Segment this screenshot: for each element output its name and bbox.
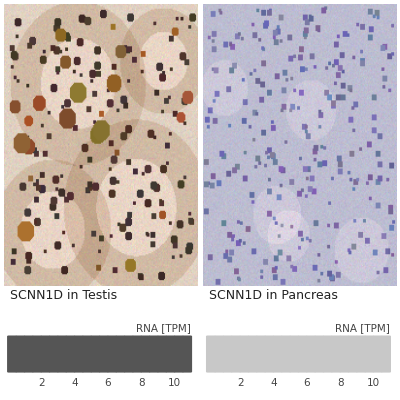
FancyBboxPatch shape	[314, 336, 324, 372]
FancyBboxPatch shape	[174, 336, 184, 372]
FancyBboxPatch shape	[182, 336, 192, 372]
FancyBboxPatch shape	[373, 336, 383, 372]
FancyBboxPatch shape	[248, 336, 258, 372]
FancyBboxPatch shape	[16, 336, 25, 372]
FancyBboxPatch shape	[124, 336, 134, 372]
Text: 2: 2	[237, 378, 244, 388]
FancyBboxPatch shape	[90, 336, 100, 372]
FancyBboxPatch shape	[99, 336, 109, 372]
FancyBboxPatch shape	[331, 336, 341, 372]
FancyBboxPatch shape	[281, 336, 291, 372]
FancyBboxPatch shape	[264, 336, 274, 372]
FancyBboxPatch shape	[149, 336, 159, 372]
FancyBboxPatch shape	[214, 336, 224, 372]
FancyBboxPatch shape	[57, 336, 67, 372]
FancyBboxPatch shape	[323, 336, 333, 372]
FancyBboxPatch shape	[74, 336, 84, 372]
FancyBboxPatch shape	[239, 336, 249, 372]
FancyBboxPatch shape	[166, 336, 176, 372]
FancyBboxPatch shape	[49, 336, 59, 372]
Text: 10: 10	[367, 378, 380, 388]
FancyBboxPatch shape	[223, 336, 232, 372]
FancyBboxPatch shape	[348, 336, 358, 372]
Text: 6: 6	[304, 378, 310, 388]
Text: RNA [TPM]: RNA [TPM]	[136, 323, 191, 333]
Text: SCNN1D in Pancreas: SCNN1D in Pancreas	[209, 289, 338, 302]
FancyBboxPatch shape	[339, 336, 349, 372]
FancyBboxPatch shape	[381, 336, 391, 372]
FancyBboxPatch shape	[140, 336, 150, 372]
FancyBboxPatch shape	[82, 336, 92, 372]
Text: SCNN1D in Testis: SCNN1D in Testis	[10, 289, 117, 302]
Text: 2: 2	[38, 378, 44, 388]
Text: 6: 6	[105, 378, 111, 388]
FancyBboxPatch shape	[273, 336, 282, 372]
FancyBboxPatch shape	[24, 336, 34, 372]
FancyBboxPatch shape	[356, 336, 366, 372]
Text: 4: 4	[270, 378, 277, 388]
FancyBboxPatch shape	[32, 336, 42, 372]
FancyBboxPatch shape	[157, 336, 167, 372]
FancyBboxPatch shape	[231, 336, 241, 372]
Text: 10: 10	[168, 378, 181, 388]
Text: 4: 4	[71, 378, 78, 388]
FancyBboxPatch shape	[256, 336, 266, 372]
FancyBboxPatch shape	[116, 336, 125, 372]
FancyBboxPatch shape	[66, 336, 75, 372]
FancyBboxPatch shape	[289, 336, 299, 372]
FancyBboxPatch shape	[7, 336, 17, 372]
Text: 8: 8	[337, 378, 344, 388]
FancyBboxPatch shape	[107, 336, 117, 372]
Text: RNA [TPM]: RNA [TPM]	[335, 323, 390, 333]
FancyBboxPatch shape	[364, 336, 374, 372]
FancyBboxPatch shape	[40, 336, 50, 372]
FancyBboxPatch shape	[306, 336, 316, 372]
FancyBboxPatch shape	[298, 336, 308, 372]
Text: 8: 8	[138, 378, 144, 388]
FancyBboxPatch shape	[132, 336, 142, 372]
FancyBboxPatch shape	[206, 336, 216, 372]
